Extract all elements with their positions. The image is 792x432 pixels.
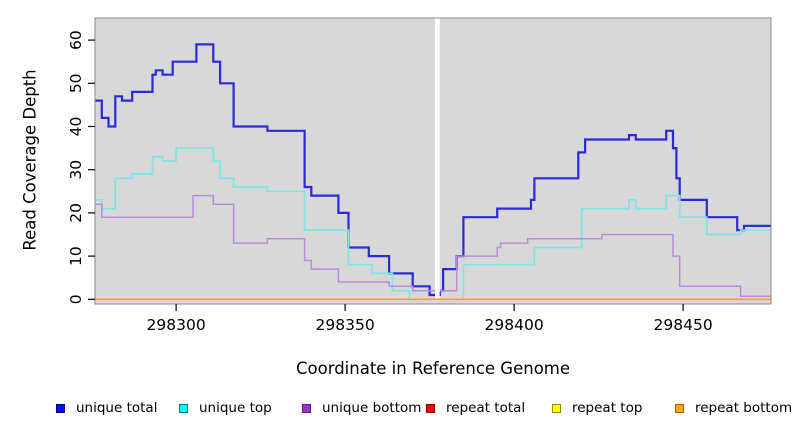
- x-axis-title: Coordinate in Reference Genome: [295, 359, 571, 378]
- series-line-unique-top: [95, 147, 771, 301]
- y-tick-label: 40: [67, 117, 85, 137]
- y-tick-label: 10: [67, 246, 85, 266]
- coverage-gap-band: [435, 18, 440, 301]
- panel-frame: [94, 17, 772, 305]
- x-tick-label: 298450: [654, 316, 713, 334]
- plot-panel: [95, 18, 771, 304]
- y-tick-label: 60: [67, 30, 85, 50]
- series-line-unique-bottom: [95, 194, 771, 298]
- x-tick-label: 298400: [485, 316, 544, 334]
- x-tick-label: 298300: [147, 316, 206, 334]
- x-tick-label: 298350: [316, 316, 375, 334]
- series-line-unique-total: [95, 43, 771, 297]
- y-tick-label: 20: [67, 203, 85, 223]
- y-tick-label: 50: [67, 73, 85, 93]
- y-tick-label: 30: [67, 160, 85, 180]
- y-tick-label: 0: [67, 294, 85, 304]
- y-axis-title: Read Coverage Depth: [20, 69, 40, 251]
